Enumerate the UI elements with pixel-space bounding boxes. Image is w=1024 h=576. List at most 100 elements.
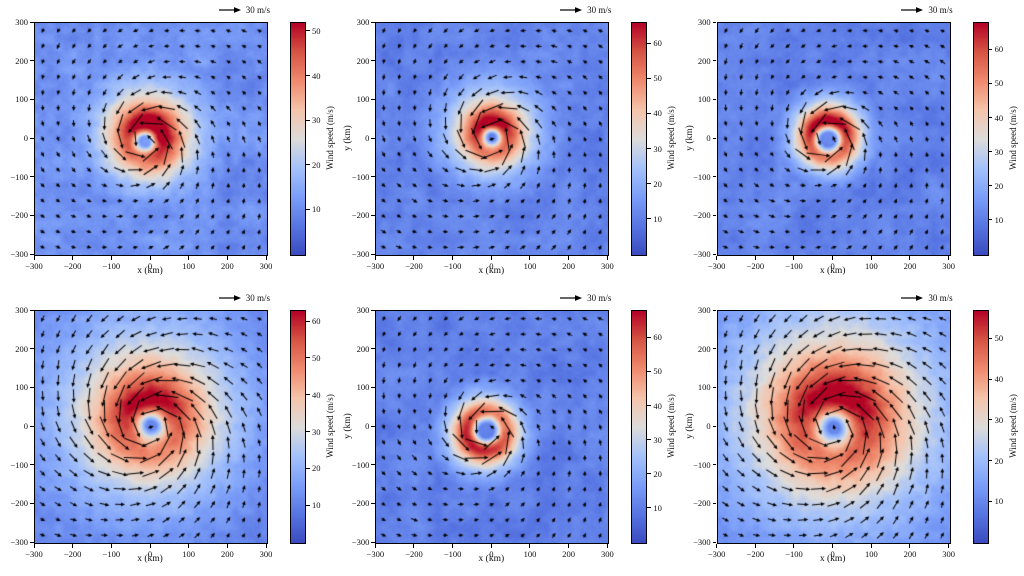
wind-field-panel-top-left: 30 m/s Wind speed (m/s) x (km) −300 −200 −… — [0, 0, 341, 288]
wind-field-panel-bottom-middle: 30 m/s y (km) Wind speed (m/s) x (km) −3… — [341, 288, 682, 576]
colorbar-tick-mark — [988, 82, 993, 84]
x-tick-label: −300 — [707, 261, 726, 271]
x-tick-label: 300 — [259, 549, 273, 559]
x-tick-mark — [754, 256, 756, 260]
colorbar-tick-label: 10 — [312, 204, 321, 215]
colorbar-tick-mark — [647, 439, 651, 441]
x-tick-label: 200 — [903, 261, 917, 271]
x-tick-label: −200 — [746, 261, 765, 271]
y-tick-mark — [30, 464, 34, 466]
colorbar-label: Wind speed (m/s) — [325, 394, 335, 458]
y-tick-mark — [712, 21, 717, 23]
y-tick-mark — [30, 348, 34, 350]
colorbar-tick-mark — [988, 378, 993, 380]
y-tick-label: 100 — [15, 382, 28, 393]
colorbar-tick-mark — [647, 183, 651, 185]
y-tick-mark — [371, 348, 375, 350]
colorbar-tick-label: 30 — [312, 426, 321, 437]
colorbar-tick-label: 10 — [994, 496, 1004, 507]
y-tick-mark — [30, 541, 34, 543]
colorbar-gradient-canvas — [631, 22, 648, 256]
colorbar-tick-mark — [647, 77, 651, 79]
wind-speed-heatmap-canvas — [375, 22, 610, 256]
colorbar-tick-label: 40 — [312, 70, 321, 81]
x-axis-label: x (km) — [478, 266, 505, 276]
x-tick-mark — [948, 256, 950, 260]
x-tick-label: −300 — [25, 261, 43, 271]
colorbar-tick-mark — [647, 148, 651, 150]
x-tick-label: 300 — [942, 261, 956, 271]
colorbar-tick-mark — [988, 337, 993, 339]
reference-arrow-label: 30 m/s — [587, 293, 612, 303]
wind-field-panel-top-middle: 30 m/s y (km) Wind speed (m/s) x (km) −3… — [341, 0, 682, 288]
x-tick-label: −100 — [785, 261, 803, 271]
x-tick-label: −200 — [746, 549, 765, 559]
x-tick-label: 0 — [830, 549, 835, 559]
y-tick-label: 300 — [356, 17, 370, 27]
x-tick-label: −300 — [366, 261, 385, 271]
reference-arrow-label: 30 m/s — [245, 293, 270, 303]
x-tick-label: 0 — [489, 549, 494, 559]
x-tick-mark — [716, 544, 718, 548]
colorbar-tick-label: 30 — [312, 115, 321, 126]
y-tick-mark — [371, 137, 375, 139]
y-tick-label: −100 — [351, 459, 370, 470]
y-tick-label: 0 — [365, 421, 370, 431]
x-tick-mark — [188, 256, 190, 260]
x-tick-mark — [226, 256, 228, 260]
colorbar-tick-mark — [988, 460, 993, 462]
x-axis-label: x (km) — [819, 266, 846, 276]
x-tick-mark — [832, 256, 834, 260]
y-tick-mark — [371, 214, 375, 216]
colorbar-tick-mark — [306, 357, 310, 359]
reference-arrow: 30 m/s — [843, 5, 953, 15]
colorbar-tick-mark — [988, 151, 993, 153]
y-tick-mark — [30, 21, 34, 23]
x-tick-mark — [72, 544, 74, 548]
colorbar-label: Wind speed (m/s) — [325, 106, 335, 170]
colorbar-tick-mark — [306, 394, 310, 396]
y-tick-mark — [712, 309, 717, 311]
colorbar-tick-mark — [647, 218, 651, 220]
y-tick-label: 300 — [697, 17, 711, 27]
x-tick-mark — [413, 256, 415, 260]
reference-arrow-label: 30 m/s — [245, 5, 270, 15]
x-tick-label: 100 — [523, 261, 537, 271]
colorbar-tick-mark — [306, 431, 310, 433]
wind-speed-heatmap-canvas — [375, 310, 610, 544]
colorbar-label: Wind speed (m/s) — [666, 394, 677, 458]
y-tick-mark — [712, 214, 717, 216]
y-tick-label: −200 — [10, 498, 28, 509]
y-tick-label: 0 — [23, 421, 28, 431]
x-tick-mark — [568, 256, 570, 260]
colorbar-tick-label: 10 — [653, 502, 662, 513]
x-tick-mark — [149, 256, 151, 260]
y-tick-label: 300 — [15, 17, 28, 27]
x-tick-mark — [606, 544, 608, 548]
colorbar-tick-label: 40 — [994, 112, 1004, 123]
colorbar-tick-mark — [306, 30, 310, 32]
y-tick-label: 300 — [356, 305, 370, 315]
y-tick-mark — [712, 464, 717, 466]
y-tick-label: −200 — [10, 210, 28, 221]
y-tick-mark — [371, 464, 375, 466]
colorbar-tick-mark — [647, 370, 651, 372]
x-tick-mark — [72, 256, 74, 260]
colorbar-tick-mark — [647, 507, 651, 509]
colorbar-tick-mark — [988, 500, 993, 502]
colorbar-tick-mark — [647, 405, 651, 407]
x-axis-label: x (km) — [819, 554, 846, 564]
y-tick-mark — [712, 137, 717, 139]
colorbar-tick-label: 40 — [312, 389, 321, 400]
y-tick-label: 300 — [15, 305, 28, 315]
reference-arrow-label: 30 m/s — [587, 5, 612, 15]
colorbar-tick-mark — [647, 336, 651, 338]
x-tick-label: −200 — [63, 549, 82, 559]
x-tick-label: 0 — [147, 261, 153, 271]
y-tick-label: 200 — [697, 343, 711, 354]
y-tick-label: 0 — [365, 133, 370, 143]
x-tick-mark — [529, 544, 531, 548]
y-tick-label: 100 — [697, 382, 711, 393]
x-tick-mark — [110, 256, 112, 260]
